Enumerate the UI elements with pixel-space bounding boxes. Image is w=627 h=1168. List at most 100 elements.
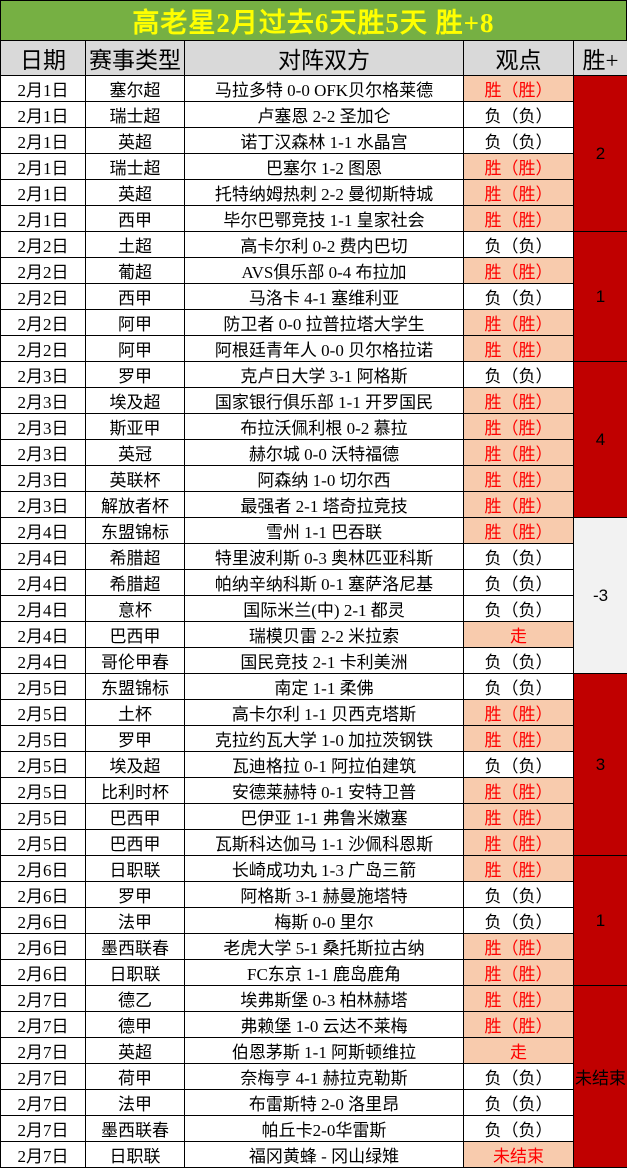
table-row: 2月6日法甲梅斯 0-0 里尔负（负） [1,908,627,934]
view-cell: 胜（胜） [464,492,574,518]
view-cell: 走 [464,1038,574,1064]
view-cell: 负（负） [464,128,574,154]
date-cell: 2月2日 [1,258,86,284]
date-cell: 2月4日 [1,544,86,570]
match-cell: 毕尔巴鄂竞技 1-1 皇家社会 [185,206,464,232]
col-header-match: 对阵双方 [185,41,464,76]
date-cell: 2月5日 [1,726,86,752]
league-cell: 巴西甲 [86,830,185,856]
league-cell: 土超 [86,232,185,258]
view-cell: 负（负） [464,752,574,778]
table-row: 2月5日埃及超瓦迪格拉 0-1 阿拉伯建筑负（负） [1,752,627,778]
match-cell: 巴伊亚 1-1 弗鲁米嫩塞 [185,804,464,830]
date-cell: 2月3日 [1,388,86,414]
league-cell: 比利时杯 [86,778,185,804]
match-cell: 瓦迪格拉 0-1 阿拉伯建筑 [185,752,464,778]
table-row: 2月7日法甲布雷斯特 2-0 洛里昂负（负） [1,1090,627,1116]
match-cell: 卢塞恩 2-2 圣加仑 [185,102,464,128]
table-row: 2月6日罗甲阿格斯 3-1 赫曼施塔特负（负） [1,882,627,908]
table-row: 2月1日瑞士超巴塞尔 1-2 图恩胜（胜） [1,154,627,180]
league-cell: 德乙 [86,986,185,1012]
league-cell: 瑞士超 [86,154,185,180]
date-cell: 2月4日 [1,570,86,596]
league-cell: 罗甲 [86,362,185,388]
match-cell: 梅斯 0-0 里尔 [185,908,464,934]
match-cell: 布雷斯特 2-0 洛里昂 [185,1090,464,1116]
date-cell: 2月7日 [1,1064,86,1090]
match-cell: 帕丘卡2-0华雷斯 [185,1116,464,1142]
table-row: 2月1日英超诺丁汉森林 1-1 水晶宫负（负） [1,128,627,154]
match-cell: 雪州 1-1 巴吞联 [185,518,464,544]
date-cell: 2月1日 [1,180,86,206]
date-cell: 2月1日 [1,206,86,232]
league-cell: 法甲 [86,1090,185,1116]
view-cell: 负（负） [464,570,574,596]
match-cell: 伯恩茅斯 1-1 阿斯顿维拉 [185,1038,464,1064]
match-cell: 赫尔城 0-0 沃特福德 [185,440,464,466]
match-cell: 瓦斯科达伽马 1-1 沙佩科恩斯 [185,830,464,856]
league-cell: 罗甲 [86,882,185,908]
date-cell: 2月4日 [1,596,86,622]
table-row: 2月5日罗甲克拉约瓦大学 1-0 加拉茨钢铁胜（胜） [1,726,627,752]
date-cell: 2月3日 [1,362,86,388]
date-cell: 2月3日 [1,466,86,492]
result-cell: 未结束 [574,986,627,1168]
league-cell: 东盟锦标 [86,674,185,700]
match-cell: 马洛卡 4-1 塞维利亚 [185,284,464,310]
match-cell: 帕纳辛纳科斯 0-1 塞萨洛尼基 [185,570,464,596]
table-row: 2月5日东盟锦标南定 1-1 柔佛负（负）3 [1,674,627,700]
league-cell: 德甲 [86,1012,185,1038]
league-cell: 葡超 [86,258,185,284]
match-cell: 克拉约瓦大学 1-0 加拉茨钢铁 [185,726,464,752]
table-row: 2月1日瑞士超卢塞恩 2-2 圣加仑负（负） [1,102,627,128]
table-row: 2月1日塞尔超马拉多特 0-0 OFK贝尔格莱德胜（胜）2 [1,76,627,102]
match-cell: 托特纳姆热刺 2-2 曼彻斯特城 [185,180,464,206]
match-cell: 南定 1-1 柔佛 [185,674,464,700]
date-cell: 2月3日 [1,440,86,466]
view-cell: 胜（胜） [464,440,574,466]
match-cell: 诺丁汉森林 1-1 水晶宫 [185,128,464,154]
table-row: 2月7日荷甲奈梅亨 4-1 赫拉克勒斯负（负） [1,1064,627,1090]
table-row: 2月4日巴西甲瑞模贝雷 2-2 米拉索走 [1,622,627,648]
table-row: 2月7日德甲弗赖堡 1-0 云达不莱梅胜（胜） [1,1012,627,1038]
table-row: 2月5日巴西甲瓦斯科达伽马 1-1 沙佩科恩斯胜（胜） [1,830,627,856]
view-cell: 胜（胜） [464,700,574,726]
view-cell: 胜（胜） [464,726,574,752]
view-cell: 胜（胜） [464,180,574,206]
date-cell: 2月1日 [1,154,86,180]
view-cell: 负（负） [464,1116,574,1142]
league-cell: 阿甲 [86,336,185,362]
date-cell: 2月7日 [1,986,86,1012]
match-cell: 埃弗斯堡 0-3 柏林赫塔 [185,986,464,1012]
table-row: 2月5日巴西甲巴伊亚 1-1 弗鲁米嫩塞胜（胜） [1,804,627,830]
league-cell: 塞尔超 [86,76,185,102]
result-cell: 1 [574,856,627,986]
view-cell: 胜（胜） [464,778,574,804]
date-cell: 2月6日 [1,882,86,908]
date-cell: 2月5日 [1,830,86,856]
league-cell: 墨西联春 [86,934,185,960]
view-cell: 胜（胜） [464,518,574,544]
view-cell: 负（负） [464,1064,574,1090]
match-cell: 克卢日大学 3-1 阿格斯 [185,362,464,388]
league-cell: 斯亚甲 [86,414,185,440]
view-cell: 负（负） [464,362,574,388]
view-cell: 负（负） [464,232,574,258]
result-cell: -3 [574,518,627,674]
table-row: 2月4日意杯国际米兰(中) 2-1 都灵负（负） [1,596,627,622]
view-cell: 胜（胜） [464,466,574,492]
table-row: 2月2日阿甲阿根廷青年人 0-0 贝尔格拉诺胜（胜） [1,336,627,362]
date-cell: 2月2日 [1,336,86,362]
match-cell: 防卫者 0-0 拉普拉塔大学生 [185,310,464,336]
header-row: 日期 赛事类型 对阵双方 观点 胜+ [1,41,627,76]
col-header-date: 日期 [1,41,86,76]
table-row: 2月3日斯亚甲布拉沃佩利根 0-2 慕拉胜（胜） [1,414,627,440]
view-cell: 未结束 [464,1142,574,1168]
view-cell: 胜（胜） [464,986,574,1012]
league-cell: 希腊超 [86,544,185,570]
match-cell: 巴塞尔 1-2 图恩 [185,154,464,180]
view-cell: 胜（胜） [464,934,574,960]
table-row: 2月4日东盟锦标雪州 1-1 巴吞联胜（胜）-3 [1,518,627,544]
